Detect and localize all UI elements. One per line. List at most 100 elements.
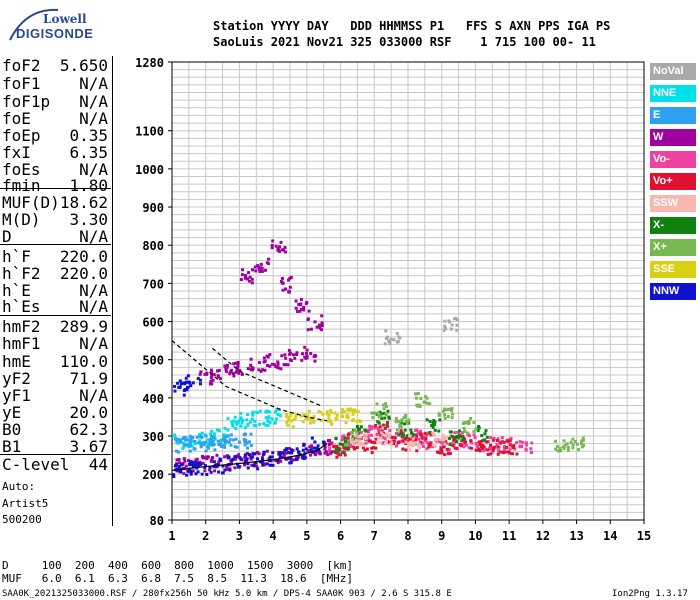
data-point [302, 454, 306, 458]
data-point [280, 276, 284, 280]
data-point [454, 316, 458, 320]
data-point [483, 447, 487, 451]
data-point [405, 434, 409, 438]
data-point [394, 420, 398, 424]
data-point [326, 419, 330, 423]
data-point [172, 475, 176, 479]
data-point [240, 372, 244, 376]
data-point [245, 441, 249, 445]
data-point [212, 443, 216, 447]
data-point [558, 446, 562, 450]
data-point [381, 436, 385, 440]
data-point [256, 467, 260, 471]
data-point [333, 450, 337, 454]
data-point [437, 412, 441, 416]
data-point [256, 411, 260, 415]
param-name: foF1 [2, 74, 41, 93]
data-point [395, 331, 399, 335]
data-point [241, 418, 245, 422]
legend-item-vo-: Vo+ [650, 173, 696, 190]
data-point [244, 432, 248, 436]
data-point [222, 436, 226, 440]
data-point [250, 463, 254, 467]
x-tick-label: 15 [637, 529, 651, 543]
data-point [461, 431, 465, 435]
data-point [377, 436, 381, 440]
data-point [562, 439, 566, 443]
data-point [343, 410, 347, 414]
data-point [402, 416, 406, 420]
data-point [173, 389, 177, 393]
data-point [308, 421, 312, 425]
data-point [238, 369, 242, 373]
param-row-h-e: h`E N/A [2, 283, 108, 299]
data-point [450, 416, 454, 420]
legend-item-sse: SSE [650, 261, 696, 278]
data-point [425, 418, 429, 422]
data-point [379, 436, 383, 440]
data-point [296, 309, 300, 313]
data-point [191, 435, 195, 439]
data-point [566, 448, 570, 452]
data-point [182, 443, 186, 447]
data-point [443, 413, 447, 417]
data-point [231, 422, 235, 426]
data-point [364, 429, 368, 433]
data-point [456, 430, 460, 434]
data-point [223, 468, 227, 472]
data-point [276, 412, 280, 416]
data-point [178, 470, 182, 474]
data-point [177, 464, 181, 468]
curve-profile [171, 443, 328, 471]
data-point [191, 469, 195, 473]
data-point [226, 363, 230, 367]
data-point [189, 460, 193, 464]
data-point [188, 435, 192, 439]
data-point [350, 408, 354, 412]
data-point [265, 410, 269, 414]
data-point [257, 268, 261, 272]
data-point [452, 440, 456, 444]
data-point [276, 362, 280, 366]
data-point [332, 444, 336, 448]
data-point [443, 442, 447, 446]
data-point [182, 457, 186, 461]
data-point [319, 410, 323, 414]
data-point [569, 441, 573, 445]
data-point [225, 467, 229, 471]
data-point [278, 452, 282, 456]
data-point [364, 433, 368, 437]
data-point [276, 360, 280, 364]
data-point [369, 433, 373, 437]
data-point [239, 457, 243, 461]
data-point [425, 433, 429, 437]
x-tick-label: 7 [371, 529, 378, 543]
data-point [234, 420, 238, 424]
data-point [326, 453, 330, 457]
data-point [245, 457, 249, 461]
data-point [201, 455, 205, 459]
data-point [236, 365, 240, 369]
data-point [249, 363, 253, 367]
data-point [459, 439, 463, 443]
data-point [406, 444, 410, 448]
data-point [389, 337, 393, 341]
data-point [361, 446, 365, 450]
data-point [184, 438, 188, 442]
data-point [268, 410, 272, 414]
data-point [310, 449, 314, 453]
data-point [386, 421, 390, 425]
data-point [179, 463, 183, 467]
data-point [203, 465, 207, 469]
x-tick-label: 8 [404, 529, 411, 543]
data-point [559, 449, 563, 453]
data-point [530, 450, 534, 454]
data-point [224, 370, 228, 374]
data-point [323, 445, 327, 449]
data-point [178, 438, 182, 442]
data-point [352, 440, 356, 444]
data-point [438, 438, 442, 442]
data-point [209, 376, 213, 380]
header-labels: Station YYYY DAY DDD HHMMSS P1 FFS S AXN… [213, 19, 611, 33]
data-point [266, 363, 270, 367]
